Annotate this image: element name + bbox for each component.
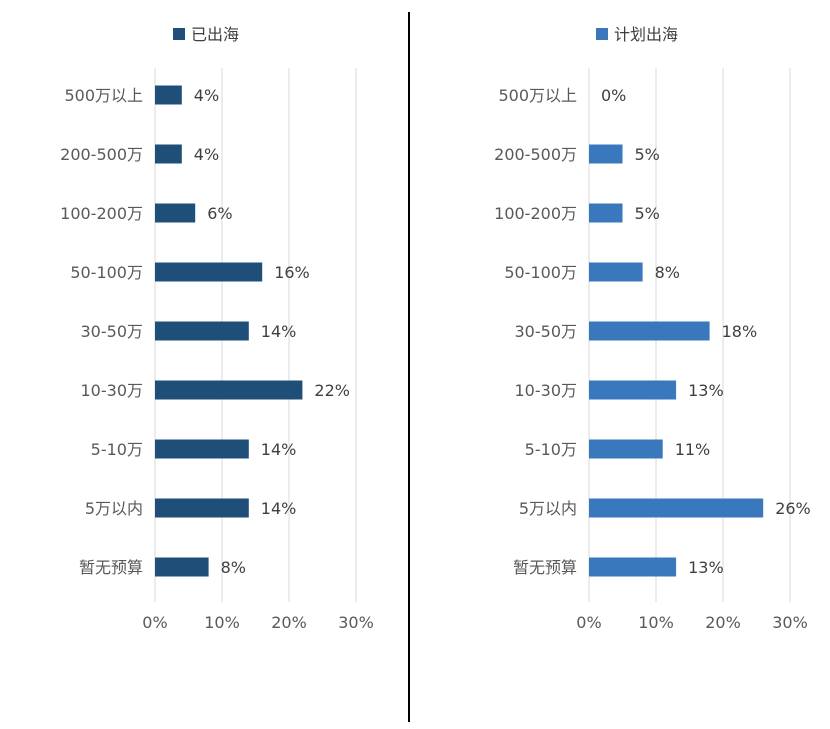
panel-1-value-label: 16% [274, 263, 310, 282]
panel-1-bar [155, 203, 196, 223]
panel-2-category-label: 5-10万 [525, 440, 577, 459]
panel-1-bar [155, 498, 249, 518]
panel-1-bar [155, 321, 249, 341]
panel-2-value-label: 8% [655, 263, 680, 282]
panel-2-value-label: 26% [775, 499, 811, 518]
panel-2-value-label: 5% [635, 204, 660, 223]
panel-2-category-label: 500万以上 [498, 86, 577, 105]
panel-1-bar [155, 85, 182, 105]
panel-1-value-label: 14% [261, 322, 297, 341]
panel-2-category-label: 暂无预算 [513, 558, 577, 577]
panel-1-category-label: 500万以上 [64, 86, 143, 105]
panel-2-bar [589, 557, 677, 577]
panel-2-bar [589, 262, 643, 282]
panel-1-tick-label: 30% [338, 613, 374, 632]
panel-2-value-label: 13% [688, 381, 724, 400]
panel-1-category-label: 暂无预算 [79, 558, 143, 577]
panel-2-value-label: 18% [722, 322, 758, 341]
panel-1-category-label: 200-500万 [60, 145, 143, 164]
panel-1-value-label: 14% [261, 440, 297, 459]
panel-1-category-label: 30-50万 [81, 322, 144, 341]
panel-2-category-label: 100-200万 [494, 204, 577, 223]
panel-2-tick-label: 10% [638, 613, 674, 632]
panel-2-bar [589, 144, 623, 164]
panel-1-value-label: 8% [221, 558, 246, 577]
panel-1-bar [155, 380, 303, 400]
panel-1-category-label: 5万以内 [85, 499, 143, 518]
panel-1-category-label: 5-10万 [91, 440, 143, 459]
panel-1-legend-swatch [173, 28, 185, 40]
panel-2-legend-label: 计划出海 [614, 25, 678, 44]
panel-1-bar [155, 262, 263, 282]
panel-1-value-label: 22% [314, 381, 350, 400]
panel-2-bar [589, 498, 764, 518]
panel-2-category-label: 50-100万 [504, 263, 577, 282]
panel-1-value-label: 6% [207, 204, 232, 223]
panel-2-value-label: 11% [675, 440, 711, 459]
panel-1-category-label: 10-30万 [81, 381, 144, 400]
panel-1-category-label: 50-100万 [70, 263, 143, 282]
panel-1-category-label: 100-200万 [60, 204, 143, 223]
panel-2-category-label: 5万以内 [519, 499, 577, 518]
panel-1-bar [155, 557, 209, 577]
panel-1-legend-label: 已出海 [191, 25, 239, 44]
panel-1-value-label: 4% [194, 145, 219, 164]
panel-2-category-label: 200-500万 [494, 145, 577, 164]
panel-2-category-label: 30-50万 [515, 322, 578, 341]
panel-2-bar [589, 321, 710, 341]
panel-2-bar [589, 439, 663, 459]
panel-2-tick-label: 20% [705, 613, 741, 632]
panel-2-bar [589, 380, 677, 400]
panel-2-bar [589, 203, 623, 223]
panel-2-legend-swatch [596, 28, 608, 40]
panel-1-bar [155, 439, 249, 459]
panel-1-tick-label: 10% [204, 613, 240, 632]
panel-1-tick-label: 0% [142, 613, 167, 632]
panel-2-category-label: 10-30万 [515, 381, 578, 400]
panel-1-tick-label: 20% [271, 613, 307, 632]
panel-2-value-label: 13% [688, 558, 724, 577]
panel-2-value-label: 5% [635, 145, 660, 164]
panel-1-bar [155, 144, 182, 164]
panel-2-value-label: 0% [601, 86, 626, 105]
panel-2-tick-label: 30% [772, 613, 808, 632]
panel-2-tick-label: 0% [576, 613, 601, 632]
panel-1-value-label: 14% [261, 499, 297, 518]
panel-1-value-label: 4% [194, 86, 219, 105]
